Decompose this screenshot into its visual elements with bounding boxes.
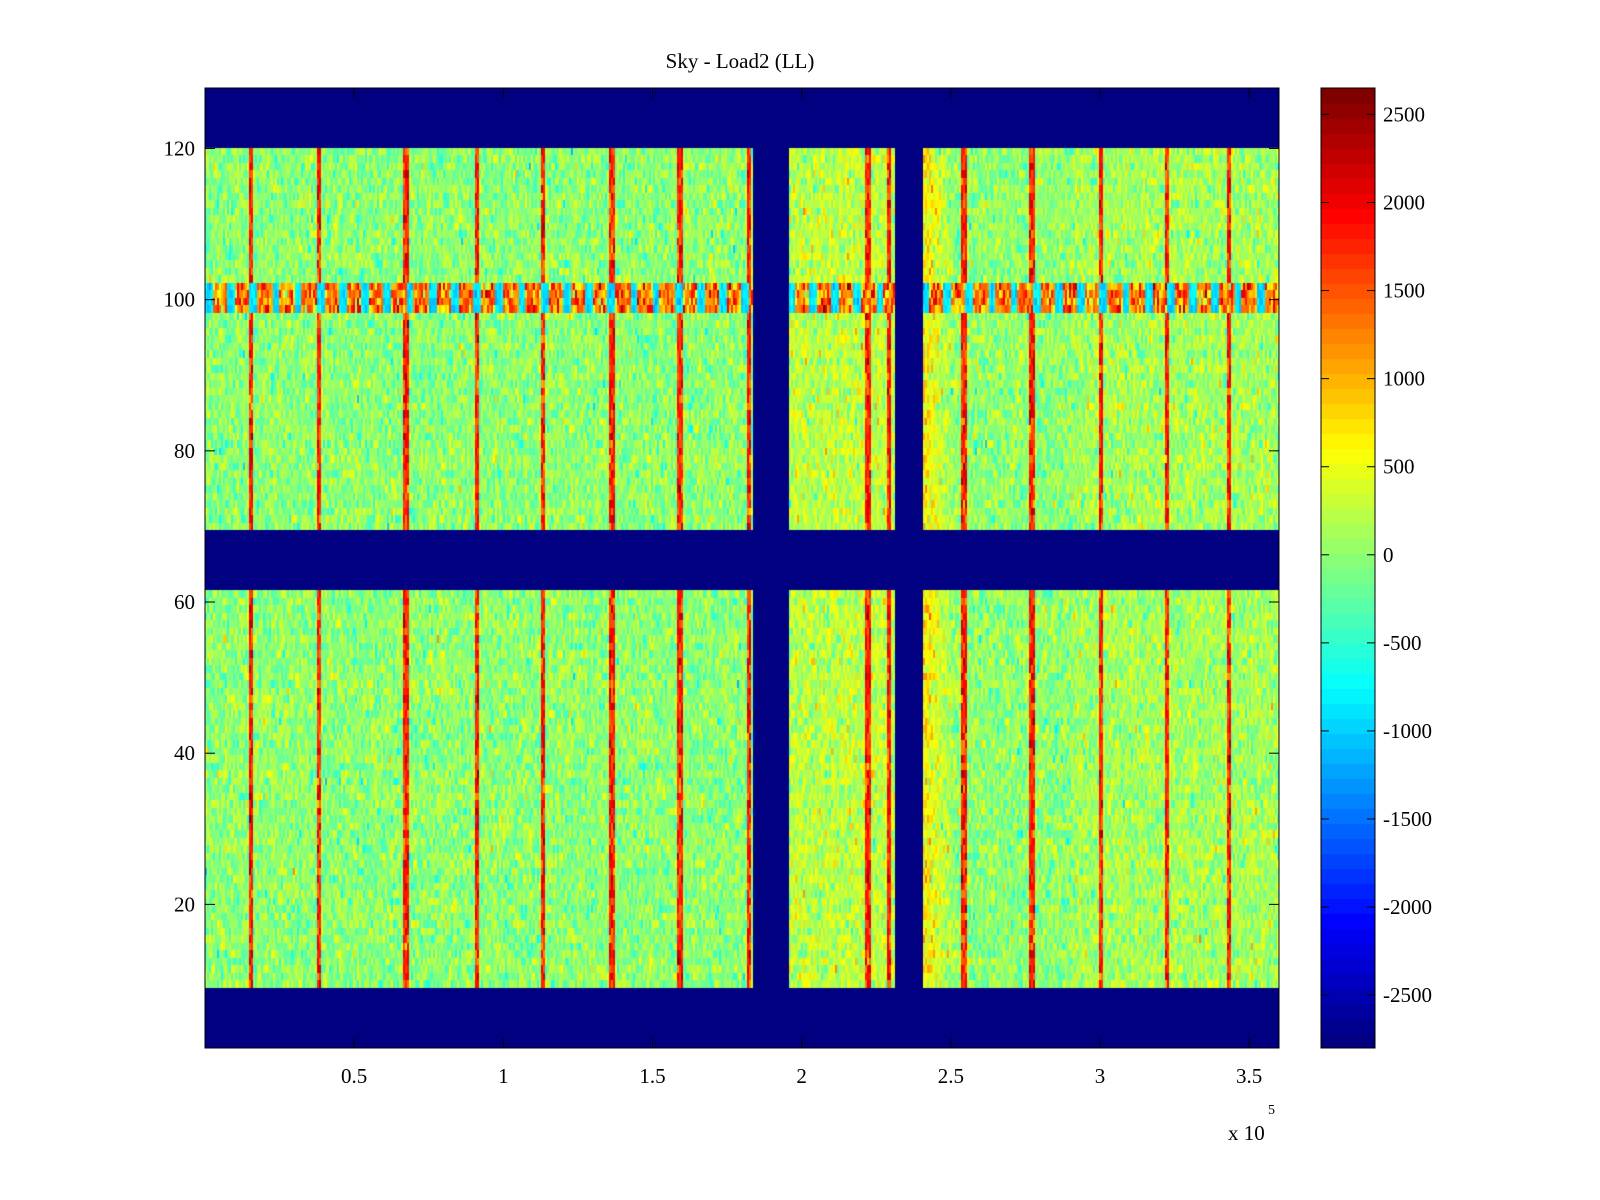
x-axis: 0.5 1 1.5 2 2.5 3 3.5 bbox=[341, 88, 1262, 1088]
colorbar-tick-label: 2500 bbox=[1383, 102, 1425, 126]
x-tick-label: 3.5 bbox=[1236, 1064, 1262, 1088]
x-exponent-power: 5 bbox=[1268, 1103, 1275, 1118]
colorbar-tick-label: -2000 bbox=[1383, 895, 1432, 919]
colorbar-tick-label: -1500 bbox=[1383, 807, 1432, 831]
y-tick-label: 60 bbox=[174, 590, 195, 614]
x-tick-label: 2.5 bbox=[938, 1064, 964, 1088]
colorbar-tick-label: 1000 bbox=[1383, 367, 1425, 391]
x-tick-label: 1 bbox=[498, 1064, 509, 1088]
heatmap-plot-area bbox=[204, 87, 1280, 1049]
colorbar: -2500 -2000 -1500 -1000 -500 0 500 1000 1500 2000… bbox=[1320, 87, 1432, 1049]
colorbar-ticks: -2500 -2000 -1500 -1000 -500 0 500 1000 1500 2000… bbox=[1321, 102, 1432, 1007]
colorbar-tick-label: -1000 bbox=[1383, 719, 1432, 743]
x-exponent-label: x 10 bbox=[1228, 1121, 1265, 1145]
colorbar-tick-label: -500 bbox=[1383, 631, 1422, 655]
colorbar-tick-label: -2500 bbox=[1383, 983, 1432, 1007]
y-axis: 20 40 60 80 100 120 bbox=[164, 136, 1279, 916]
y-tick-label: 100 bbox=[164, 288, 196, 312]
x-tick-label: 1.5 bbox=[639, 1064, 665, 1088]
colorbar-tick-label: 0 bbox=[1383, 543, 1394, 567]
x-tick-label: 3 bbox=[1095, 1064, 1106, 1088]
heatmap-image bbox=[205, 88, 1279, 1048]
x-tick-label: 0.5 bbox=[341, 1064, 367, 1088]
colorbar-tick-label: 1500 bbox=[1383, 279, 1425, 303]
chart-title: Sky - Load2 (LL) bbox=[666, 49, 815, 73]
colorbar-frame bbox=[1320, 87, 1376, 1049]
colorbar-gradient bbox=[1321, 88, 1375, 1048]
y-tick-label: 40 bbox=[174, 741, 195, 765]
y-tick-label: 120 bbox=[164, 136, 196, 160]
y-tick-label: 20 bbox=[174, 892, 195, 916]
colorbar-tick-label: 500 bbox=[1383, 455, 1415, 479]
x-tick-label: 2 bbox=[796, 1064, 807, 1088]
y-tick-label: 80 bbox=[174, 439, 195, 463]
colorbar-tick-label: 2000 bbox=[1383, 190, 1425, 214]
plot-frame bbox=[204, 87, 1280, 1049]
